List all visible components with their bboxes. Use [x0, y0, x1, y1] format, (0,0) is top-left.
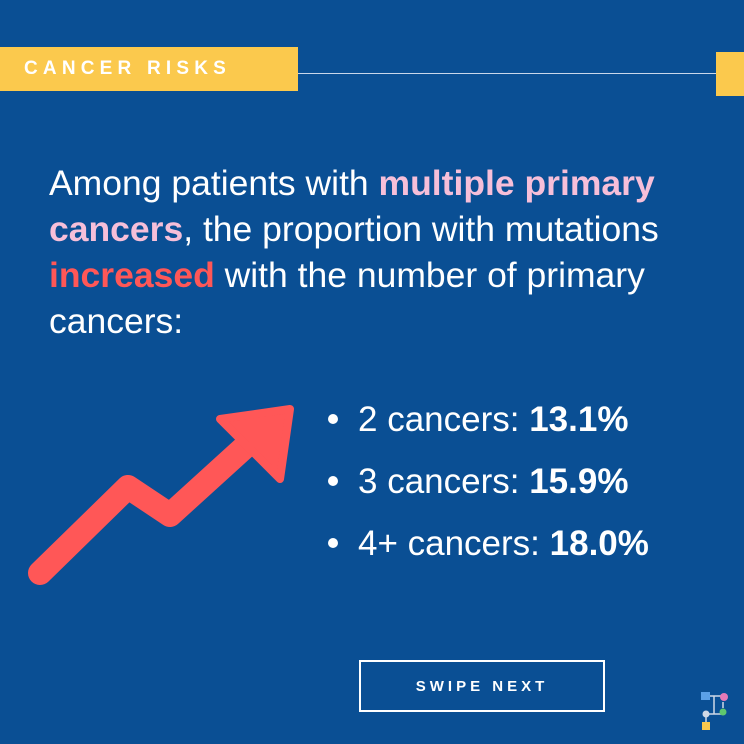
bullet-dot-icon — [328, 475, 338, 486]
header-divider — [298, 73, 716, 74]
list-item-label: 4+ cancers: — [358, 524, 550, 563]
swipe-next-button[interactable]: SWIPE NEXT — [359, 660, 605, 712]
list-item-value: 15.9% — [529, 462, 629, 501]
headline-text-3: with the number of primary cancers: — [49, 255, 645, 341]
list-item: 4+ cancers: 18.0% — [328, 519, 649, 581]
list-item-label: 2 cancers: — [358, 400, 530, 439]
mutation-proportion-list: 2 cancers: 13.1% 3 cancers: 15.9% 4+ can… — [328, 395, 649, 581]
list-item-label: 3 cancers: — [358, 462, 530, 501]
bullet-dot-icon — [328, 537, 338, 548]
section-tag-label: CANCER RISKS — [24, 58, 232, 79]
corner-accent — [716, 52, 744, 96]
headline-highlight-increased: increased — [49, 255, 215, 295]
tree-network-logo-icon — [701, 692, 728, 730]
headline-highlight-multiple-primary: multiple primary cancers — [49, 163, 655, 249]
list-item-value: 13.1% — [529, 400, 629, 439]
section-tag: CANCER RISKS — [0, 47, 298, 91]
headline: Among patients with multiple primary can… — [49, 160, 709, 344]
headline-text-2: , the proportion with mutations — [183, 209, 659, 249]
headline-text-1: Among patients with — [49, 163, 379, 203]
list-item: 2 cancers: 13.1% — [328, 395, 649, 457]
trend-up-arrow-icon — [28, 405, 294, 585]
bullet-dot-icon — [328, 413, 338, 424]
list-item-value: 18.0% — [549, 524, 649, 563]
list-item: 3 cancers: 15.9% — [328, 457, 649, 519]
